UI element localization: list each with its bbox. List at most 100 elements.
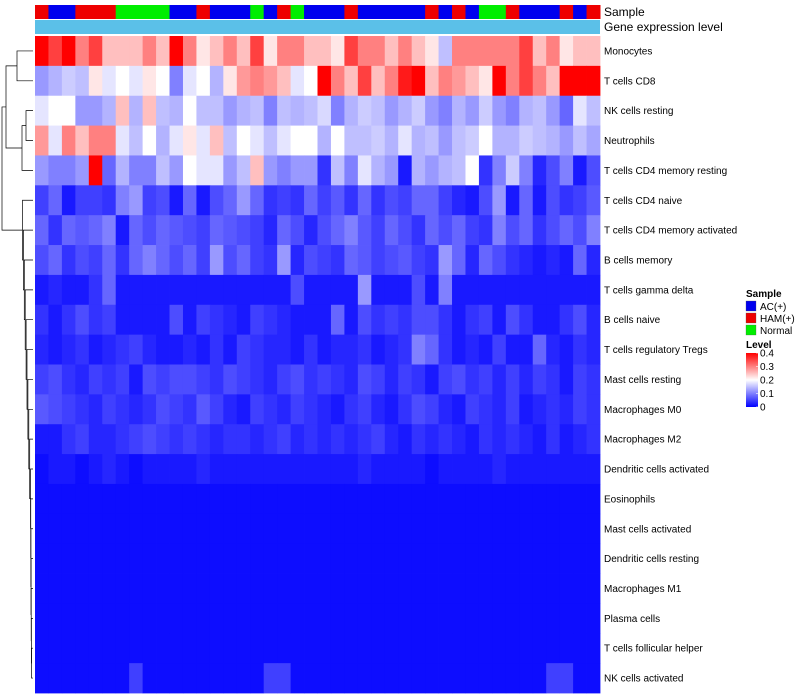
heatmap-cell [398,274,413,306]
heatmap-cell [519,274,534,306]
heatmap-cell [371,513,386,545]
heatmap-cell [425,245,439,276]
heatmap-cell [330,125,345,156]
heatmap-cell [304,125,318,156]
heatmap-cell [519,155,534,186]
heatmap-cell [115,394,130,425]
heatmap-cell [196,65,211,97]
heatmap-cell [559,364,574,395]
heatmap-cell [61,483,76,515]
heatmap-cell [196,155,211,186]
heatmap-cell [35,543,49,574]
sample-annotation-cell [546,5,561,19]
heatmap-cell [573,483,587,515]
heatmap-cell [438,603,453,634]
sample-annotation-cell [129,5,144,19]
sample-annotation-cell [532,5,547,19]
heatmap-cell [546,483,561,515]
heatmap-cell [169,245,184,276]
heatmap-cell [357,304,372,336]
heatmap-cell [465,483,480,515]
heatmap-cell [236,513,251,545]
heatmap-cell [452,364,466,395]
heatmap-cell [425,483,439,515]
heatmap-cell [357,36,372,67]
heatmap-cell [115,215,130,246]
heatmap-cell [223,155,238,186]
heatmap-cell [290,245,305,276]
heatmap-cell [75,36,90,67]
heatmap-cell [35,513,49,545]
sample-annotation-cell [236,5,251,19]
heatmap-cell [465,364,480,395]
sample-annotation-cell [344,5,359,19]
heatmap-cell [169,185,184,216]
heatmap-cell [115,155,130,186]
heatmap-cell [411,274,426,306]
heatmap-cell [371,633,386,664]
heatmap-cell [357,245,372,276]
heatmap-cell [277,603,291,634]
heatmap-cell [586,573,601,604]
heatmap-cell [182,454,197,485]
heatmap-cell [492,603,507,634]
heatmap-cell [371,394,386,425]
heatmap-cell [250,633,265,664]
heatmap-cell [209,95,224,126]
heatmap-cell [478,513,493,545]
heatmap-cell [102,334,117,365]
heatmap-cell [304,274,318,306]
heatmap-cell [88,454,103,485]
heatmap-cell [142,364,157,395]
heatmap-cell [290,663,305,694]
heatmap-cell [330,633,345,664]
heatmap-cell [519,95,534,126]
heatmap-cells [35,36,601,694]
heatmap-cell [559,125,574,156]
heatmap-cell [411,424,426,455]
heatmap-cell [398,245,413,276]
heatmap-cell [425,633,439,664]
heatmap-cell [357,543,372,574]
heatmap-cell [304,95,318,126]
heatmap-cell [223,36,238,67]
heatmap-cell [559,663,574,694]
heatmap-cell [169,65,184,97]
dendrogram-link [25,110,33,141]
heatmap-cell [586,483,601,515]
heatmap-cell [290,394,305,425]
heatmap-cell [169,274,184,306]
heatmap-cell [290,573,305,604]
heatmap-cell [129,364,144,395]
heatmap-cell [586,125,601,156]
heatmap-cell [169,364,184,395]
heatmap-cell [209,543,224,574]
heatmap-cell [129,603,144,634]
heatmap-cell [586,36,601,67]
heatmap-cell [277,36,291,67]
heatmap-cell [142,36,157,67]
heatmap-cell [586,274,601,306]
heatmap-cell [115,633,130,664]
heatmap-cell [546,95,561,126]
heatmap-cell [519,364,534,395]
heatmap-cell [330,543,345,574]
heatmap-cell [209,424,224,455]
heatmap-cell [425,155,439,186]
heatmap-cell [384,215,399,246]
heatmap-cell [169,483,184,515]
heatmap-cell [142,543,157,574]
heatmap-cell [438,364,453,395]
heatmap-cell [35,65,49,97]
heatmap-cell [156,274,170,306]
heatmap-cell [317,36,332,67]
row-label: T cells follicular helper [604,644,703,655]
heatmap-cell [88,543,103,574]
heatmap-cell [115,36,130,67]
dendrogram-link [31,617,33,664]
sample-annotation-cell [425,5,440,19]
heatmap-cell [398,95,413,126]
legend-level-gradient [746,353,758,407]
heatmap-cell [169,36,184,67]
heatmap-cell [532,125,547,156]
